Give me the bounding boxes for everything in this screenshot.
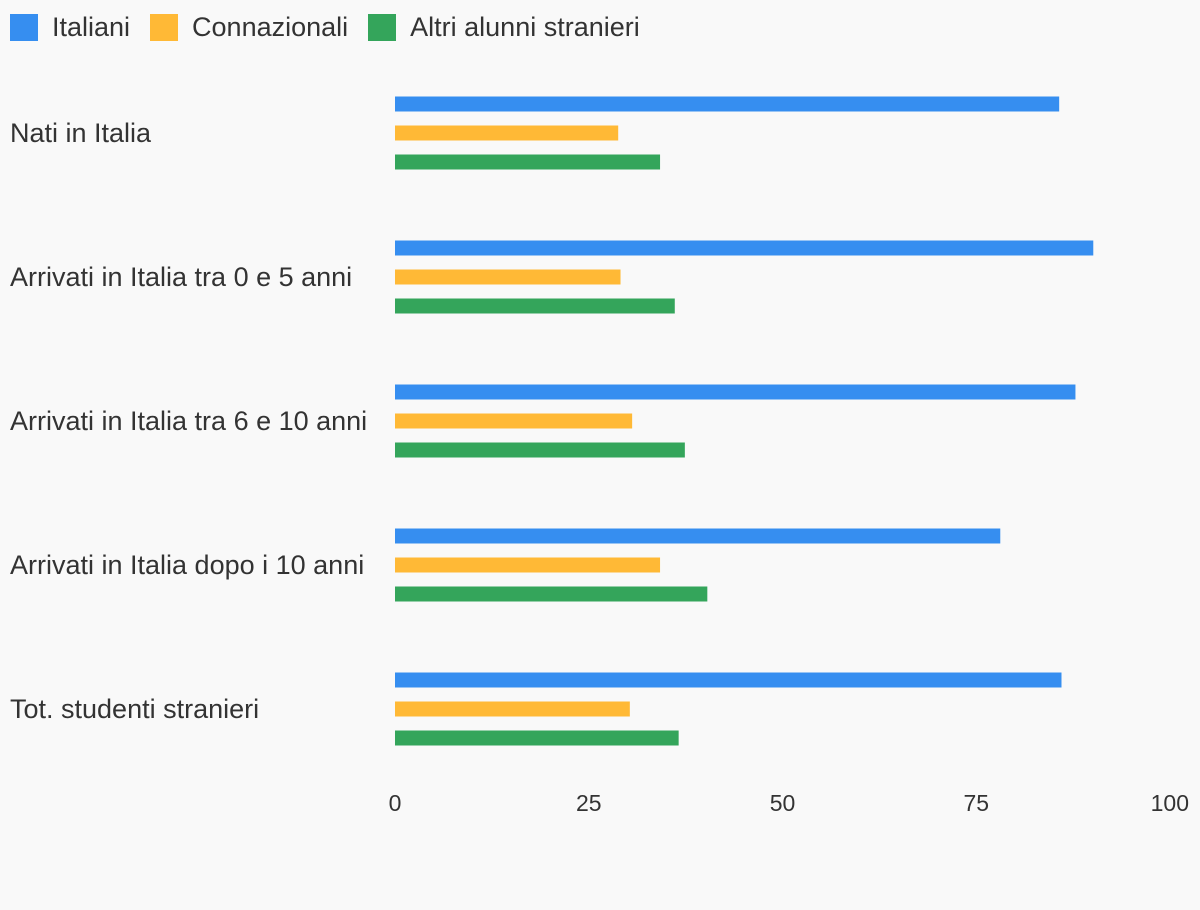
bar-altri-alunni-stranieri-arrivati-in-italia-tra-0-e-5-anni[interactable] — [395, 298, 675, 314]
bar-italiani-arrivati-in-italia-dopo-i-10-anni[interactable] — [395, 528, 1001, 544]
legend-swatch-italiani — [10, 13, 38, 41]
chart-legend: Italiani Connazionali Altri alunni stran… — [10, 10, 660, 44]
legend-item-connazionali[interactable]: Connazionali — [150, 10, 348, 44]
legend-swatch-altri-alunni-stranieri — [368, 13, 397, 41]
bar-connazionali-arrivati-in-italia-dopo-i-10-anni[interactable] — [395, 557, 661, 573]
legend-label-connazionali: Connazionali — [192, 12, 349, 42]
x-tick-label-25: 25 — [576, 790, 602, 816]
bar-italiani-arrivati-in-italia-tra-0-e-5-anni[interactable] — [395, 240, 1094, 256]
bar-italiani-arrivati-in-italia-tra-6-e-10-anni[interactable] — [395, 384, 1076, 400]
bar-altri-alunni-stranieri-arrivati-in-italia-dopo-i-10-anni[interactable] — [395, 586, 708, 602]
legend-label-italiani: Italiani — [52, 12, 131, 42]
bar-italiani-tot-studenti-stranieri[interactable] — [395, 672, 1062, 688]
legend-swatch-connazionali — [150, 13, 179, 41]
x-tick-label-75: 75 — [963, 790, 989, 816]
legend-item-italiani[interactable]: Italiani — [10, 10, 130, 44]
bar-connazionali-arrivati-in-italia-tra-0-e-5-anni[interactable] — [395, 269, 621, 285]
legend-item-altri-alunni-stranieri[interactable]: Altri alunni stranieri — [368, 10, 640, 44]
x-tick-label-50: 50 — [770, 790, 796, 816]
bar-connazionali-arrivati-in-italia-tra-6-e-10-anni[interactable] — [395, 413, 633, 429]
bar-altri-alunni-stranieri-arrivati-in-italia-tra-6-e-10-anni[interactable] — [395, 442, 685, 458]
bar-connazionali-tot-studenti-stranieri[interactable] — [395, 701, 630, 717]
x-tick-label-100: 100 — [1151, 790, 1189, 816]
bar-italiani-nati-in-italia[interactable] — [395, 96, 1060, 112]
category-label-arrivati-in-italia-tra-6-e-10-anni: Arrivati in Italia tra 6 e 10 anni — [10, 406, 367, 436]
bar-altri-alunni-stranieri-tot-studenti-stranieri[interactable] — [395, 730, 679, 746]
category-label-arrivati-in-italia-dopo-i-10-anni: Arrivati in Italia dopo i 10 anni — [10, 550, 364, 580]
bar-connazionali-nati-in-italia[interactable] — [395, 125, 619, 141]
category-label-arrivati-in-italia-tra-0-e-5-anni: Arrivati in Italia tra 0 e 5 anni — [10, 262, 352, 292]
category-label-nati-in-italia: Nati in Italia — [10, 118, 152, 148]
category-label-tot-studenti-stranieri: Tot. studenti stranieri — [10, 694, 259, 724]
legend-label-altri-alunni-stranieri: Altri alunni stranieri — [410, 12, 640, 42]
bar-altri-alunni-stranieri-nati-in-italia[interactable] — [395, 154, 661, 170]
x-tick-label-0: 0 — [389, 790, 402, 816]
